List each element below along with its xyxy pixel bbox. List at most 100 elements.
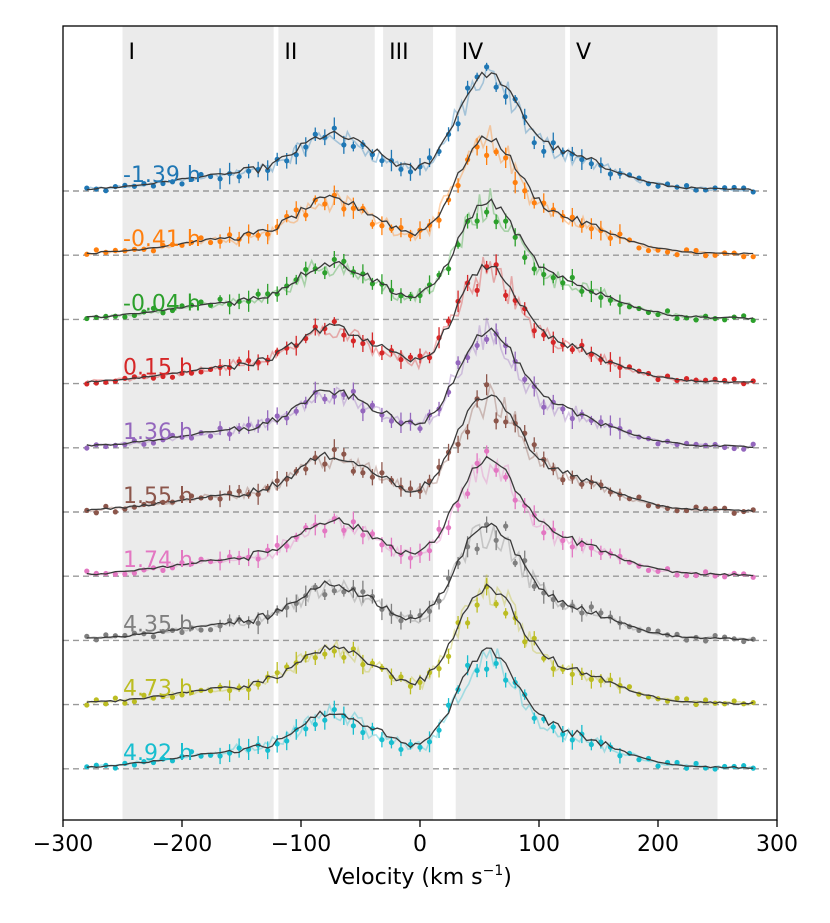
region-V <box>569 26 718 820</box>
data-point <box>445 525 452 531</box>
data-point <box>331 648 337 654</box>
data-point <box>579 481 585 487</box>
data-point <box>417 679 423 685</box>
data-point <box>274 741 280 747</box>
data-point <box>598 678 604 684</box>
data-point <box>360 340 366 347</box>
data-point <box>150 248 157 254</box>
data-point <box>417 612 423 618</box>
data-point <box>531 583 537 589</box>
data-point <box>265 291 271 297</box>
data-point <box>569 671 575 677</box>
data-point <box>484 336 490 342</box>
data-point <box>84 251 90 257</box>
data-point <box>341 451 347 457</box>
data-point <box>236 174 242 180</box>
model-line <box>86 135 754 255</box>
data-point <box>503 419 509 425</box>
data-point <box>255 681 261 687</box>
data-point <box>322 396 328 402</box>
data-point <box>683 375 690 382</box>
data-point <box>407 169 414 175</box>
data-point <box>531 266 537 272</box>
data-point <box>217 496 223 502</box>
data-point <box>674 759 680 766</box>
data-point <box>731 510 737 516</box>
data-point <box>360 470 366 476</box>
data-point <box>503 218 509 224</box>
data-point <box>598 419 604 425</box>
model-line <box>86 583 754 705</box>
data-point <box>674 695 680 701</box>
series-label: -0.04 h <box>123 291 201 316</box>
data-point <box>341 527 347 533</box>
data-point <box>703 697 709 703</box>
data-point <box>246 686 252 693</box>
data-point <box>312 655 318 661</box>
data-point <box>588 161 594 167</box>
region-label-III: III <box>389 40 408 65</box>
data-point <box>455 182 461 189</box>
data-point <box>246 358 252 364</box>
data-point <box>626 684 633 690</box>
data-point <box>198 171 204 178</box>
data-point <box>84 568 90 574</box>
data-point <box>503 155 509 161</box>
data-point <box>731 698 737 704</box>
data-point <box>579 542 585 548</box>
data-point <box>160 567 166 573</box>
data-point <box>531 442 537 448</box>
data-point <box>350 723 356 729</box>
model-line <box>86 198 754 320</box>
data-point <box>112 765 118 771</box>
data-point <box>236 298 242 305</box>
series-1.74h: 1.74 h <box>63 445 767 580</box>
x-axis: −300 −200 −100 0 100 200 300 <box>33 820 798 857</box>
data-point <box>455 502 461 509</box>
data-point <box>303 266 309 273</box>
x-tick-label: 0 <box>413 832 427 857</box>
data-point <box>322 592 328 598</box>
data-point <box>445 702 452 708</box>
x-tick-label: −300 <box>33 832 93 857</box>
data-point <box>484 152 490 158</box>
data-point <box>341 258 347 264</box>
data-point <box>350 519 356 525</box>
data-point <box>103 701 109 707</box>
data-point <box>503 292 509 298</box>
data-point <box>112 695 118 701</box>
data-point <box>407 555 414 561</box>
data-point <box>103 188 109 194</box>
data-point <box>579 156 585 163</box>
data-point <box>531 715 537 721</box>
data-point <box>217 176 223 182</box>
data-point <box>227 687 233 694</box>
data-point <box>512 179 518 186</box>
data-point <box>436 217 442 223</box>
x-tick-label: −200 <box>152 832 212 857</box>
data-point <box>645 626 652 632</box>
series-0.15h: 0.15 h <box>63 254 767 387</box>
series-label: 4.73 h <box>123 677 193 702</box>
data-point <box>455 121 461 127</box>
data-point <box>426 155 433 161</box>
data-point <box>703 506 709 512</box>
data-point <box>560 602 566 608</box>
data-point <box>331 256 337 263</box>
data-point <box>445 653 452 659</box>
data-point <box>388 739 395 746</box>
data-point <box>693 187 699 193</box>
data-point <box>474 546 480 552</box>
data-point <box>645 503 652 509</box>
data-point <box>484 666 490 672</box>
data-point <box>341 332 347 338</box>
data-point <box>169 694 176 700</box>
data-point <box>322 270 328 276</box>
x-axis-label: Velocity (km s−1) <box>328 863 512 890</box>
region-label-II: II <box>284 40 297 65</box>
data-point <box>531 328 537 334</box>
data-point <box>493 601 499 607</box>
data-point <box>207 627 214 633</box>
data-point <box>560 280 566 286</box>
model-line <box>86 71 754 192</box>
